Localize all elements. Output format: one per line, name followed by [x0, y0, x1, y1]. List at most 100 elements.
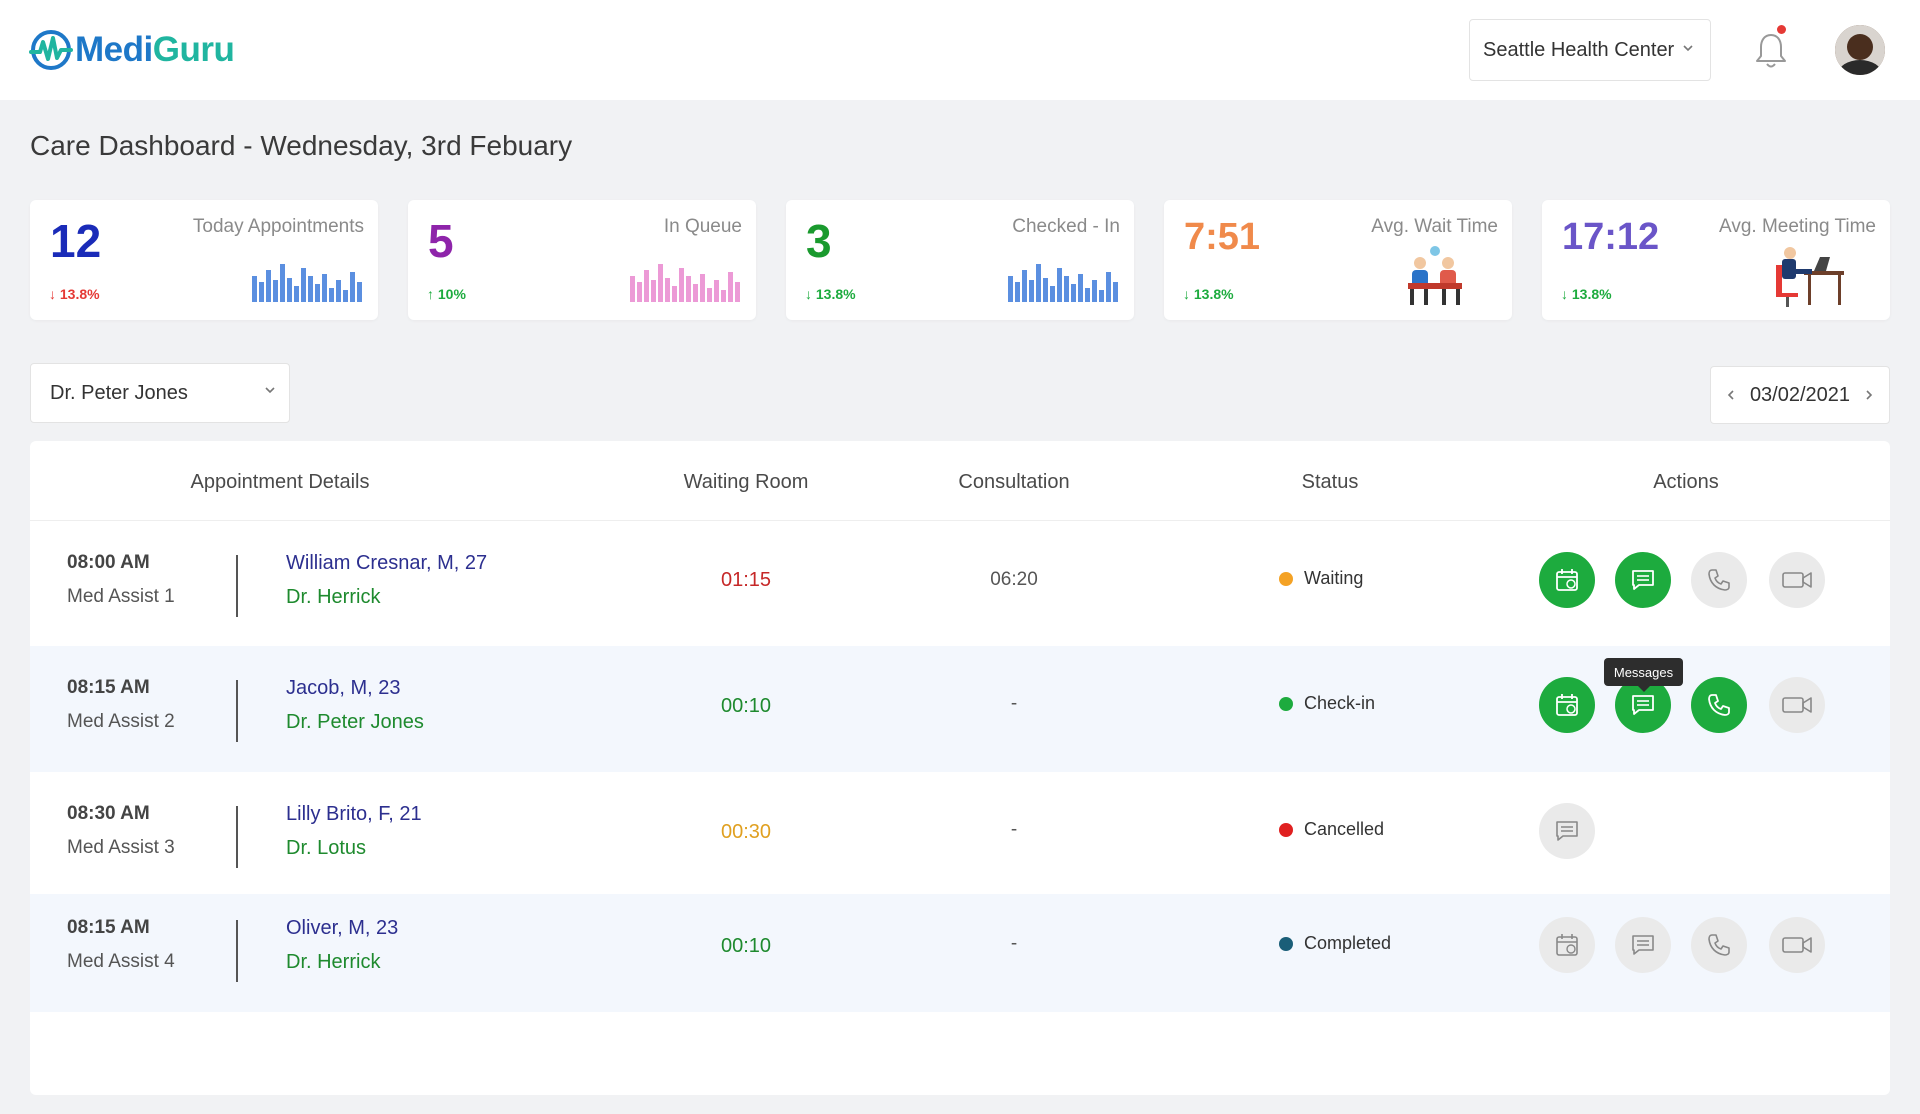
notification-bell-icon[interactable]: [1754, 30, 1788, 70]
table-row[interactable]: 08:15 AM Med Assist 4 Oliver, M, 23 Dr. …: [30, 894, 1890, 1012]
waiting-time: 00:30: [720, 821, 772, 843]
status-dot: [1279, 822, 1293, 837]
user-avatar[interactable]: [1835, 25, 1885, 75]
stat-label: In Queue: [663, 216, 742, 237]
patient-name[interactable]: William Cresnar, M, 27: [286, 552, 488, 574]
schedule-button[interactable]: [1539, 917, 1595, 973]
notification-dot: [1777, 25, 1786, 34]
call-button[interactable]: [1691, 917, 1747, 973]
chevron-left-icon[interactable]: [1725, 389, 1737, 401]
consultation-time: -: [1010, 819, 1018, 840]
waiting-people-illustration-icon: [1408, 246, 1462, 305]
table-row[interactable]: 08:00 AM Med Assist 1 William Cresnar, M…: [30, 522, 1890, 646]
status-dot: [1279, 571, 1293, 586]
doctor-select-label: Dr. Peter Jones: [50, 381, 188, 404]
patient-name[interactable]: Oliver, M, 23: [286, 917, 399, 939]
doctor-name: Dr. Herrick: [286, 586, 381, 608]
appointment-time: 08:30 AM: [67, 803, 150, 824]
date-value[interactable]: 03/02/2021: [1749, 383, 1851, 406]
consultation-time: -: [1010, 693, 1018, 714]
call-button[interactable]: [1691, 677, 1747, 733]
bar-chart-icon: [252, 264, 362, 302]
doctor-name: Dr. Lotus: [286, 837, 367, 859]
video-call-button[interactable]: [1769, 552, 1825, 608]
consultation-time: -: [1010, 933, 1018, 954]
doctor-select[interactable]: Dr. Peter Jones: [30, 363, 290, 423]
messages-button[interactable]: [1615, 552, 1671, 608]
chat-bubble-icon: [1556, 821, 1578, 841]
column-header-waiting-room: Waiting Room: [683, 471, 809, 493]
messages-button[interactable]: [1539, 803, 1595, 859]
appointment-time: 08:15 AM: [67, 677, 150, 698]
consultation-time: 06:20: [990, 569, 1038, 590]
stat-change: ↓ 13.8%: [805, 286, 856, 302]
stat-card-today-appointments: 12 Today Appointments ↓ 13.8%: [30, 200, 378, 320]
stat-change: ↑ 10%: [427, 286, 466, 302]
stat-label: Checked - In: [1012, 216, 1120, 237]
top-header: MediGuru Seattle Health Center: [0, 0, 1920, 100]
chevron-right-icon[interactable]: [1863, 389, 1875, 401]
video-call-button[interactable]: [1769, 917, 1825, 973]
stat-value: 7:51: [1184, 216, 1261, 258]
column-header-actions: Actions: [1653, 471, 1719, 493]
stat-change: ↓ 13.8%: [1561, 286, 1612, 302]
brand-name: MediGuru: [75, 30, 235, 69]
bar-chart-icon: [630, 264, 740, 302]
status-dot: [1279, 696, 1293, 711]
stat-card-avg-meeting-time: 17:12 Avg. Meeting Time ↓ 13.8%: [1542, 200, 1890, 320]
stat-value: 17:12: [1562, 216, 1660, 258]
patient-name[interactable]: Lilly Brito, F, 21: [286, 803, 422, 825]
video-camera-icon: [1782, 697, 1812, 713]
chevron-down-icon: [265, 387, 275, 394]
table-header: Appointment Details Waiting Room Consult…: [30, 441, 1890, 521]
stat-label: Avg. Wait Time: [1371, 216, 1498, 237]
stat-value: 5: [428, 215, 454, 267]
waiting-time: 01:15: [720, 569, 772, 591]
stat-label: Today Appointments: [192, 216, 364, 237]
waiting-time: 00:10: [720, 935, 772, 957]
appointment-time: 08:15 AM: [67, 917, 150, 938]
brand-logo[interactable]: MediGuru: [29, 28, 235, 72]
stat-card-checked-in: 3 Checked - In ↓ 13.8%: [786, 200, 1134, 320]
med-assist: Med Assist 2: [67, 711, 175, 732]
schedule-button[interactable]: [1539, 677, 1595, 733]
messages-button[interactable]: [1615, 917, 1671, 973]
med-assist: Med Assist 1: [67, 586, 175, 607]
patient-name[interactable]: Jacob, M, 23: [286, 677, 401, 699]
heartbeat-logo-icon: [29, 30, 73, 70]
call-button[interactable]: [1691, 552, 1747, 608]
status-badge: Cancelled: [1279, 819, 1384, 840]
stat-change: ↓ 13.8%: [49, 286, 100, 302]
messages-tooltip: Messages: [1604, 658, 1683, 692]
status-badge: Completed: [1279, 933, 1391, 954]
stat-card-in-queue: 5 In Queue ↑ 10%: [408, 200, 756, 320]
stat-card-avg-wait-time: 7:51 Avg. Wait Time ↓ 13.8%: [1164, 200, 1512, 320]
location-label: Seattle Health Center: [1483, 38, 1675, 61]
calendar-icon: [1556, 569, 1578, 591]
column-header-appointment-details: Appointment Details: [190, 471, 370, 493]
phone-icon: [1708, 934, 1730, 956]
stat-value: 12: [50, 215, 102, 267]
video-call-button[interactable]: [1769, 677, 1825, 733]
video-camera-icon: [1782, 572, 1812, 588]
table-row[interactable]: 08:30 AM Med Assist 3 Lilly Brito, F, 21…: [30, 772, 1890, 894]
chat-bubble-icon: [1632, 570, 1654, 590]
waiting-time: 00:10: [720, 695, 772, 717]
desk-worker-illustration-icon: [1776, 247, 1844, 307]
table-row[interactable]: 08:15 AM Med Assist 2 Jacob, M, 23 Dr. P…: [30, 646, 1890, 772]
status-dot: [1279, 936, 1293, 951]
arrow-down-icon: ↓: [1561, 286, 1568, 302]
bar-chart-icon: [1008, 264, 1118, 302]
date-picker: 03/02/2021: [1710, 366, 1890, 424]
arrow-down-icon: ↓: [49, 286, 56, 302]
arrow-up-icon: ↑: [427, 286, 434, 302]
chat-bubble-icon: [1632, 935, 1654, 955]
schedule-button[interactable]: [1539, 552, 1595, 608]
phone-icon: [1708, 694, 1730, 716]
column-header-consultation: Consultation: [958, 471, 1070, 493]
cell-divider: [236, 680, 238, 742]
location-select[interactable]: Seattle Health Center: [1469, 19, 1711, 81]
avatar-image: [1835, 25, 1885, 75]
cell-divider: [236, 920, 238, 982]
calendar-icon: [1556, 694, 1578, 716]
